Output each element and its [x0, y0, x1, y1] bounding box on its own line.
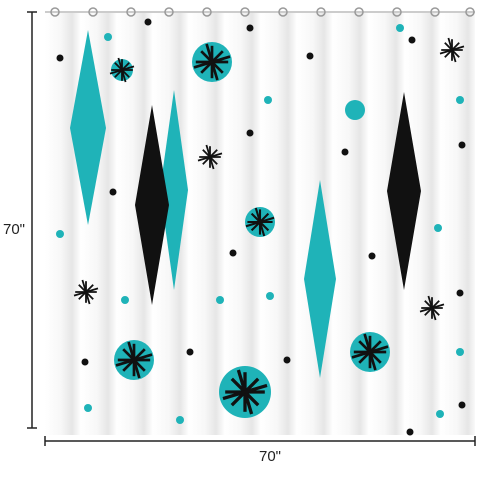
black-dots: [56, 18, 466, 436]
teal-dots: [56, 24, 464, 424]
starbursts: [73, 37, 465, 418]
dimension-lines: [27, 11, 476, 446]
width-label: 70": [259, 448, 281, 465]
height-label: 70": [3, 221, 25, 238]
diamonds: [70, 30, 421, 378]
label-bg: [2, 220, 30, 240]
curtain: [45, 7, 475, 436]
hooks: [50, 7, 475, 17]
